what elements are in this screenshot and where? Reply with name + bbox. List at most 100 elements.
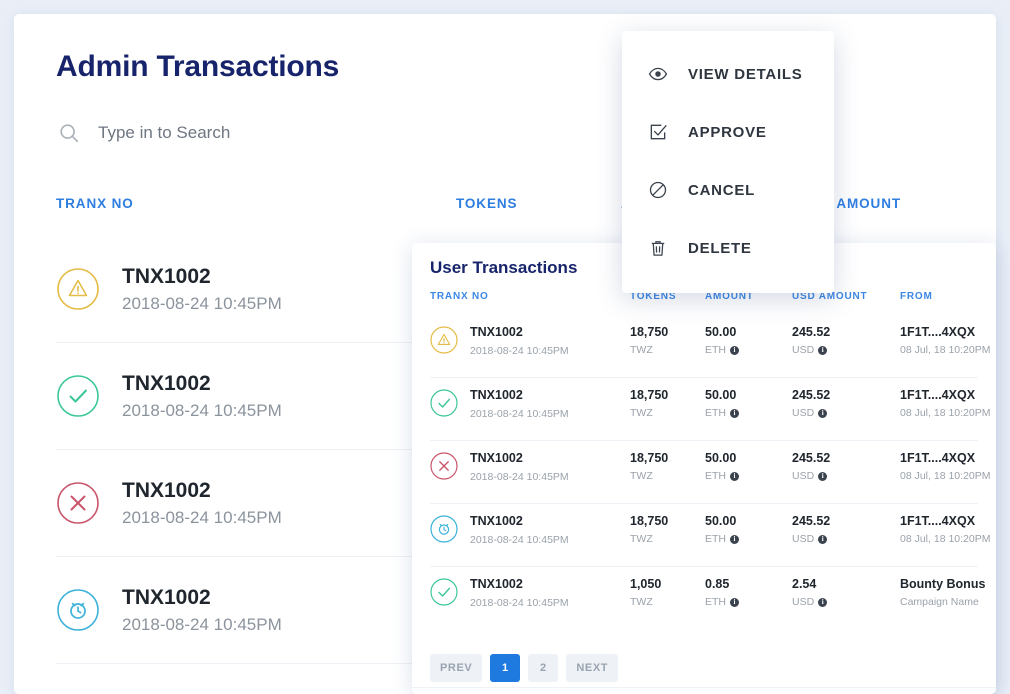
user-transactions-table: TRANX NO TOKENS AMOUNT USD AMOUNT FROM xyxy=(430,291,990,630)
info-icon[interactable] xyxy=(818,471,828,481)
search-input-placeholder[interactable]: Type in to Search xyxy=(98,123,231,142)
row-text: TNX1002 2018-08-24 10:45PM xyxy=(122,585,282,635)
from-value: 1F1T....4XQX xyxy=(900,514,976,528)
pagination-page-1[interactable]: 1 xyxy=(490,654,521,682)
tranx-no: TNX1002 xyxy=(122,264,211,288)
amount-value: 50.00 xyxy=(705,451,737,465)
user-cell-usd: 245.52 USD xyxy=(792,514,830,545)
usd-unit: USD xyxy=(792,533,815,545)
user-col-from: FROM xyxy=(900,291,933,302)
user-col-amount: AMOUNT xyxy=(705,291,754,302)
user-cell-tranx: TNX1002 2018-08-24 10:45PM xyxy=(430,512,569,546)
amount-unit: ETH xyxy=(705,344,726,356)
from-sub: 08 Jul, 18 10:20PM xyxy=(900,470,991,482)
info-icon[interactable] xyxy=(818,345,828,355)
user-cell-tranx: TNX1002 2018-08-24 10:45PM xyxy=(430,575,569,609)
user-tranx-text: TNX1002 2018-08-24 10:45PM xyxy=(470,512,569,546)
table-row[interactable]: TNX1002 2018-08-24 10:45PM 1,050 TWZ 0.8… xyxy=(430,567,985,630)
user-cell-amount: 50.00 ETH xyxy=(705,451,739,482)
table-row[interactable]: TNX1002 2018-08-24 10:45PM 18,750 TWZ 50… xyxy=(430,315,990,378)
menu-item-label: DELETE xyxy=(688,239,752,257)
status-approved-icon xyxy=(430,389,458,417)
admin-col-tokens: TOKENS xyxy=(456,196,518,211)
user-tranx-text: TNX1002 2018-08-24 10:45PM xyxy=(470,449,569,483)
table-row[interactable]: TNX1002 2018-08-24 10:45PM 18,750 TWZ 50… xyxy=(430,441,990,504)
usd-unit-wrap: USD xyxy=(792,344,830,356)
user-cell-from: 1F1T....4XQX 08 Jul, 18 10:20PM xyxy=(900,514,990,545)
pagination-next[interactable]: NEXT xyxy=(566,654,619,682)
from-sub: 08 Jul, 18 10:20PM xyxy=(900,533,991,545)
tranx-no: TNX1002 xyxy=(470,577,523,591)
amount-unit: ETH xyxy=(705,470,726,482)
user-table-header: TRANX NO TOKENS AMOUNT USD AMOUNT FROM xyxy=(430,291,978,315)
user-tranx-text: TNX1002 2018-08-24 10:45PM xyxy=(470,323,569,357)
tranx-date: 2018-08-24 10:45PM xyxy=(470,345,569,357)
status-pending-alarm-icon xyxy=(430,515,458,543)
tokens-value: 18,750 xyxy=(630,388,669,402)
pagination-page-2[interactable]: 2 xyxy=(528,654,559,682)
usd-value: 245.52 xyxy=(792,325,831,339)
search-icon xyxy=(58,122,80,144)
user-cell-amount: 50.00 ETH xyxy=(705,325,739,356)
table-row[interactable]: TNX1002 2018-08-24 10:45PM 18,750 TWZ 50… xyxy=(430,378,990,441)
tranx-no: TNX1002 xyxy=(122,371,211,395)
user-cell-from: Bounty Bonus Campaign Name xyxy=(900,577,985,608)
info-icon[interactable] xyxy=(730,408,739,418)
tokens-unit: TWZ xyxy=(630,596,653,608)
tranx-no: TNX1002 xyxy=(122,478,211,502)
tokens-value: 18,750 xyxy=(630,451,669,465)
ban-circle-icon xyxy=(648,180,668,200)
menu-item-label: APPROVE xyxy=(688,123,767,141)
status-approved-icon xyxy=(430,578,458,606)
menu-item-delete[interactable]: DELETE xyxy=(622,219,834,277)
status-cancelled-icon xyxy=(56,481,100,525)
tranx-date: 2018-08-24 10:45PM xyxy=(470,408,569,420)
usd-unit: USD xyxy=(792,470,815,482)
usd-unit-wrap: USD xyxy=(792,596,828,608)
checkbox-check-icon xyxy=(648,122,668,142)
row-text: TNX1002 2018-08-24 10:45PM xyxy=(122,371,282,421)
amount-value: 0.85 xyxy=(705,577,730,591)
info-icon[interactable] xyxy=(730,471,739,481)
usd-value: 245.52 xyxy=(792,388,831,402)
usd-unit-wrap: USD xyxy=(792,533,830,545)
from-value: 1F1T....4XQX xyxy=(900,325,976,339)
table-row[interactable]: TNX1002 2018-08-24 10:45PM 18,750 TWZ 50… xyxy=(430,504,990,567)
from-sub: 08 Jul, 18 10:20PM xyxy=(900,407,991,419)
info-icon[interactable] xyxy=(730,534,739,544)
admin-col-tranx-no: TRANX NO xyxy=(56,196,134,211)
info-icon[interactable] xyxy=(730,597,739,607)
menu-item-cancel[interactable]: CANCEL xyxy=(622,161,834,219)
user-cell-usd: 2.54 USD xyxy=(792,577,828,608)
usd-unit: USD xyxy=(792,344,815,356)
user-col-tranx-no: TRANX NO xyxy=(430,291,489,302)
tokens-unit: TWZ xyxy=(630,470,653,482)
user-cell-usd: 245.52 USD xyxy=(792,451,830,482)
tranx-no: TNX1002 xyxy=(470,514,523,528)
amount-unit-wrap: ETH xyxy=(705,470,739,482)
pagination-prev[interactable]: PREV xyxy=(430,654,483,682)
eye-icon xyxy=(648,64,668,84)
info-icon[interactable] xyxy=(818,534,828,544)
tokens-unit: TWZ xyxy=(630,407,653,419)
user-cell-tokens: 18,750 TWZ xyxy=(630,388,668,419)
user-cell-from: 1F1T....4XQX 08 Jul, 18 10:20PM xyxy=(900,451,990,482)
info-icon[interactable] xyxy=(818,597,828,607)
tranx-no: TNX1002 xyxy=(470,451,523,465)
menu-item-approve[interactable]: APPROVE xyxy=(622,103,834,161)
menu-item-view-details[interactable]: VIEW DETAILS xyxy=(622,45,834,103)
from-value: 1F1T....4XQX xyxy=(900,388,976,402)
from-value: Bounty Bonus xyxy=(900,577,986,591)
status-approved-icon xyxy=(56,374,100,418)
user-cell-tranx: TNX1002 2018-08-24 10:45PM xyxy=(430,386,569,420)
user-tranx-text: TNX1002 2018-08-24 10:45PM xyxy=(470,575,569,609)
tranx-date: 2018-08-24 10:45PM xyxy=(470,471,569,483)
tokens-value: 18,750 xyxy=(630,325,669,339)
tranx-date: 2018-08-24 10:45PM xyxy=(122,294,282,314)
user-cell-amount: 50.00 ETH xyxy=(705,514,739,545)
info-icon[interactable] xyxy=(818,408,828,418)
tranx-no: TNX1002 xyxy=(470,325,523,339)
search-bar[interactable]: Type in to Search xyxy=(58,122,230,144)
info-icon[interactable] xyxy=(730,345,739,355)
